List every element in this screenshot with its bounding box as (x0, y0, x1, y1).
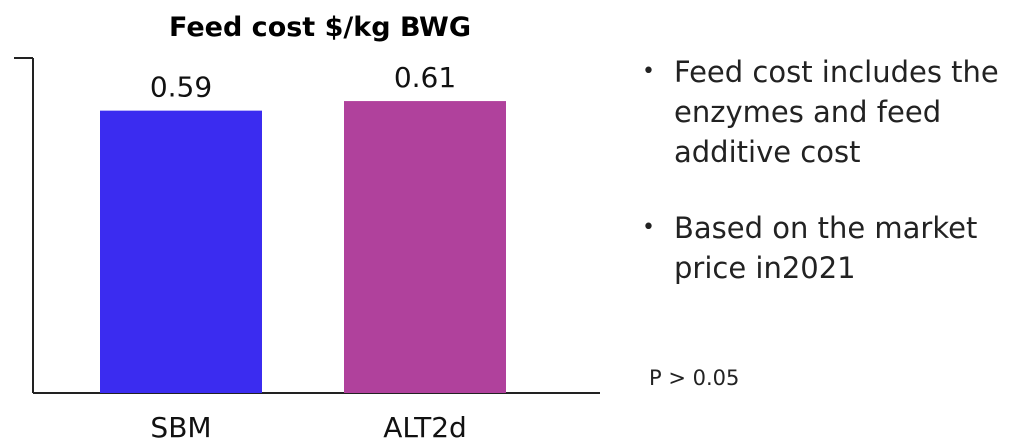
bar-sbm (100, 110, 262, 394)
note-feed-cost: Feed cost includes the enzymes and feed … (640, 52, 1024, 172)
chart-title: Feed cost $/kg BWG (169, 12, 471, 43)
bar-value-label-alt2d: 0.61 (394, 61, 456, 94)
bar-series: 0.59 SBM 0.61 ALT2d (100, 61, 506, 444)
x-tick-label-sbm: SBM (150, 411, 211, 444)
note-market-price: Based on the market price in2021 (640, 208, 1024, 288)
x-tick-label-alt2d: ALT2d (383, 411, 467, 444)
notes-list: Feed cost includes the enzymes and feed … (640, 52, 1024, 324)
feed-cost-chart: Feed cost $/kg BWG 0.59 SBM 0.61 ALT2d (14, 12, 600, 444)
p-value-note: P > 0.05 (649, 366, 740, 390)
bar-value-label-sbm: 0.59 (150, 71, 212, 104)
bar-alt2d (344, 101, 506, 394)
